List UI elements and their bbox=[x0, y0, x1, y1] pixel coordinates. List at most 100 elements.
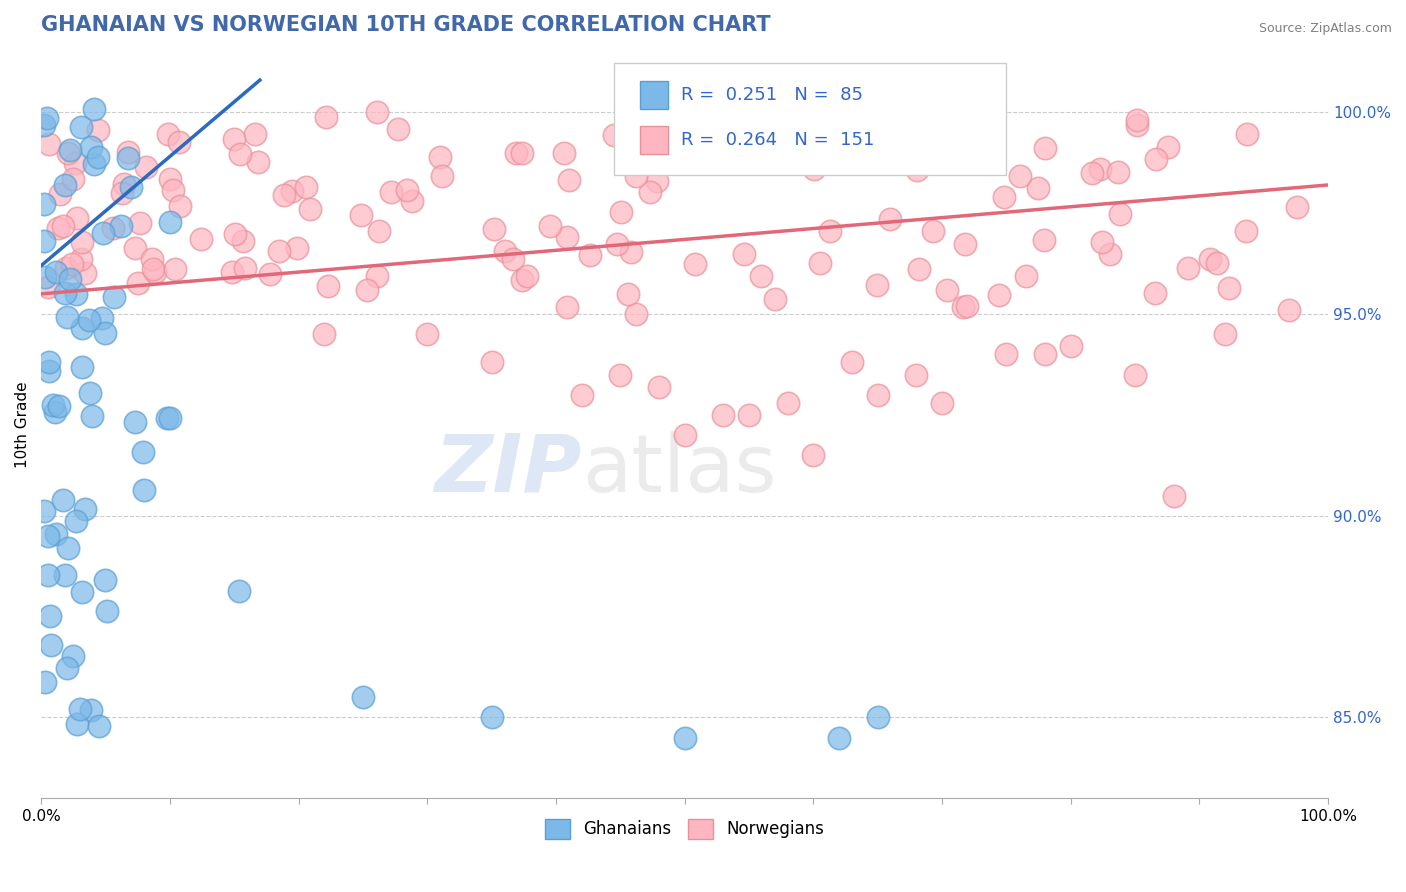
Point bbox=[626, 307, 648, 321]
Point bbox=[111, 186, 134, 200]
Point bbox=[1090, 161, 1112, 176]
Point bbox=[1125, 119, 1147, 133]
Point bbox=[1033, 233, 1056, 247]
Point bbox=[1213, 327, 1236, 342]
Point bbox=[228, 584, 250, 599]
Point bbox=[955, 237, 977, 252]
Point bbox=[135, 160, 157, 174]
Point bbox=[366, 268, 388, 283]
Point bbox=[45, 527, 67, 541]
Point bbox=[314, 327, 336, 342]
Point bbox=[56, 661, 79, 675]
Point bbox=[72, 235, 94, 249]
Point bbox=[37, 528, 59, 542]
Point bbox=[80, 703, 103, 717]
Point bbox=[110, 219, 132, 233]
Point bbox=[1205, 255, 1227, 269]
Point bbox=[101, 221, 124, 235]
Point bbox=[733, 247, 755, 261]
Point bbox=[34, 675, 56, 690]
Point bbox=[482, 222, 505, 236]
Point bbox=[558, 173, 581, 187]
Point bbox=[59, 143, 82, 157]
Text: R =  0.251   N =  85: R = 0.251 N = 85 bbox=[681, 87, 863, 104]
Point bbox=[156, 410, 179, 425]
Point bbox=[162, 183, 184, 197]
Point bbox=[55, 285, 77, 300]
Point bbox=[90, 310, 112, 325]
Legend: Ghanaians, Norwegians: Ghanaians, Norwegians bbox=[538, 812, 831, 846]
Point bbox=[45, 265, 67, 279]
Point bbox=[738, 408, 761, 422]
Point bbox=[866, 277, 889, 292]
Point bbox=[80, 140, 103, 154]
Point bbox=[1107, 165, 1129, 179]
Point bbox=[1177, 260, 1199, 275]
Point bbox=[648, 379, 671, 393]
Point bbox=[69, 252, 91, 266]
Point bbox=[956, 299, 979, 313]
Point bbox=[510, 146, 533, 161]
Point bbox=[946, 116, 969, 130]
Y-axis label: 10th Grade: 10th Grade bbox=[15, 382, 30, 468]
Point bbox=[39, 609, 62, 624]
Point bbox=[905, 163, 928, 178]
Point bbox=[748, 152, 770, 166]
Point bbox=[905, 368, 928, 382]
Point bbox=[141, 252, 163, 267]
Point bbox=[83, 157, 105, 171]
Point bbox=[159, 411, 181, 425]
Point bbox=[86, 150, 108, 164]
Point bbox=[1285, 200, 1308, 214]
Point bbox=[295, 180, 318, 194]
Point bbox=[1236, 127, 1258, 141]
FancyBboxPatch shape bbox=[640, 126, 668, 154]
Point bbox=[94, 573, 117, 587]
Point bbox=[866, 388, 889, 402]
Point bbox=[673, 731, 696, 745]
Text: GHANAIAN VS NORWEGIAN 10TH GRADE CORRELATION CHART: GHANAIAN VS NORWEGIAN 10TH GRADE CORRELA… bbox=[41, 15, 770, 35]
Point bbox=[603, 128, 626, 142]
Point bbox=[70, 321, 93, 335]
Point bbox=[616, 286, 638, 301]
Point bbox=[246, 155, 269, 169]
Point bbox=[124, 241, 146, 255]
Point bbox=[818, 224, 841, 238]
Point bbox=[80, 409, 103, 423]
Point bbox=[52, 493, 75, 508]
Point bbox=[69, 702, 91, 716]
Point bbox=[37, 280, 59, 294]
Point bbox=[159, 172, 181, 186]
Point bbox=[315, 111, 337, 125]
Point bbox=[921, 224, 943, 238]
Point bbox=[221, 265, 243, 279]
Point bbox=[41, 398, 63, 412]
Point bbox=[121, 180, 143, 194]
Point bbox=[44, 405, 66, 419]
Point bbox=[640, 186, 662, 200]
Point bbox=[502, 252, 524, 266]
Point bbox=[79, 386, 101, 401]
Point bbox=[571, 388, 593, 402]
Point bbox=[60, 257, 83, 271]
Point bbox=[995, 347, 1018, 361]
Point bbox=[380, 185, 402, 199]
Point bbox=[132, 483, 155, 497]
Point bbox=[96, 604, 118, 618]
Point bbox=[579, 247, 602, 261]
Point bbox=[117, 145, 139, 159]
Point bbox=[62, 649, 84, 664]
Point bbox=[70, 360, 93, 375]
Point bbox=[1015, 268, 1038, 283]
Point bbox=[609, 368, 631, 382]
Point bbox=[673, 428, 696, 442]
Point bbox=[416, 327, 439, 342]
Point bbox=[53, 178, 76, 192]
Point bbox=[56, 541, 79, 555]
Point bbox=[1199, 252, 1222, 267]
Point bbox=[34, 269, 56, 284]
Point bbox=[1081, 166, 1104, 180]
Text: ZIP: ZIP bbox=[434, 431, 582, 508]
Point bbox=[63, 156, 86, 170]
Point bbox=[538, 219, 561, 234]
